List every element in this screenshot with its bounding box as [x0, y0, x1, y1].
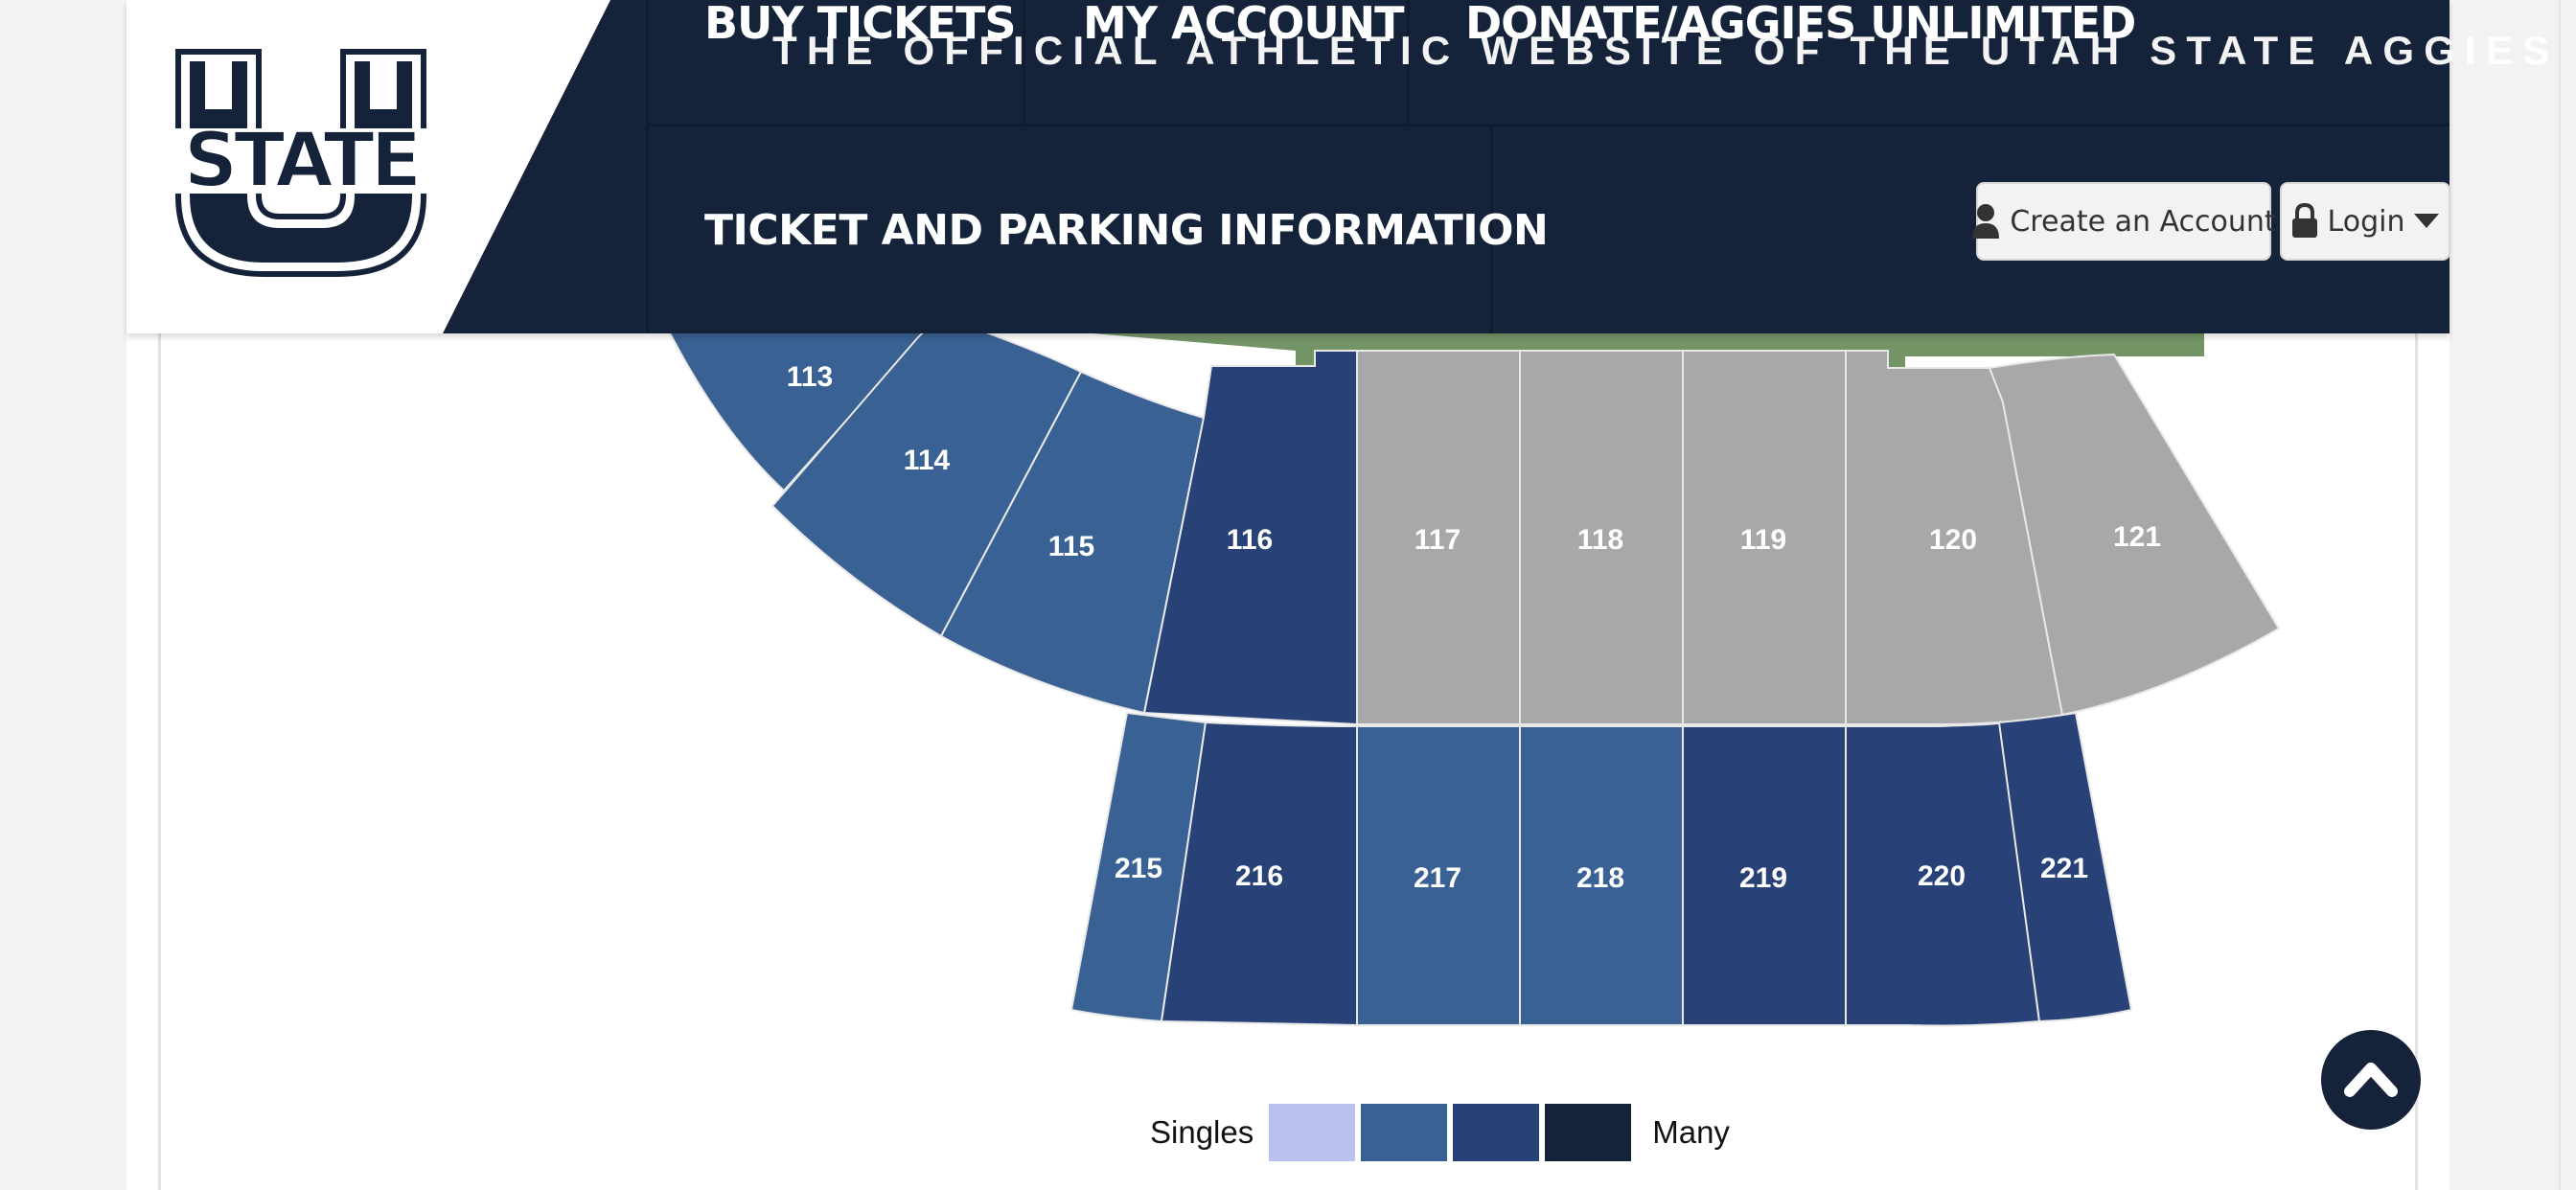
section-label: 219	[1739, 862, 1787, 894]
logo-text: STATE	[184, 118, 418, 204]
legend-swatch	[1361, 1104, 1448, 1161]
legend-swatch	[1269, 1104, 1356, 1161]
section-label: 115	[1048, 531, 1094, 562]
section-label: 118	[1577, 524, 1623, 556]
section-label: 220	[1918, 860, 1966, 892]
section-label: 121	[2113, 521, 2161, 553]
section-label: 217	[1414, 862, 1461, 894]
legend-low-label: Singles	[1150, 1114, 1254, 1150]
nav-ticket-parking-info[interactable]: TICKET AND PARKING INFORMATION	[704, 206, 1549, 255]
nav-buy-tickets[interactable]: BUY TICKETS	[704, 0, 1017, 49]
section-label: 113	[787, 361, 833, 393]
create-account-label: Create an Account	[2010, 204, 2276, 239]
site-header: STATE BUY TICKETS MY ACCOUNT DONATE/AGGI…	[126, 0, 2549, 333]
section-label: 221	[2040, 853, 2088, 884]
header-background: STATE	[126, 0, 2450, 333]
login-label: Login	[2327, 204, 2405, 239]
section-121[interactable]	[1988, 353, 2281, 717]
legend-swatch	[1453, 1104, 1540, 1161]
section-220[interactable]	[1845, 720, 2041, 1027]
lower-level-sections	[659, 314, 2281, 726]
section-label: 114	[904, 445, 951, 476]
chevron-up-icon	[2344, 1063, 2398, 1097]
caret-down-icon	[2414, 214, 2440, 228]
usu-logo[interactable]: STATE	[151, 49, 450, 277]
site-tagline: THE OFFICIAL ATHLETIC WEBSITE OF THE UTA…	[772, 28, 2560, 73]
section-label: 218	[1576, 862, 1624, 894]
section-labels: 113 114 115 116 117 118 119 120 121 215 …	[787, 361, 2161, 894]
header-nav: BUY TICKETS MY ACCOUNT DONATE/AGGIES UNL…	[126, 0, 2549, 333]
upper-level-sections	[1070, 711, 2133, 1027]
availability-legend: Singles Many	[1150, 1102, 1730, 1163]
section-label: 119	[1740, 524, 1786, 556]
section-221[interactable]	[1997, 711, 2133, 1023]
user-icon	[1972, 204, 2000, 239]
section-label: 216	[1235, 860, 1283, 892]
scroll-to-top-button[interactable]	[2321, 1030, 2421, 1130]
section-label: 116	[1227, 524, 1273, 556]
nav-my-account[interactable]: MY ACCOUNT	[1083, 0, 1405, 49]
section-115[interactable]	[939, 370, 1206, 715]
section-label: 120	[1929, 524, 1977, 556]
section-114[interactable]	[770, 314, 1083, 638]
section-label: 117	[1414, 524, 1460, 556]
section-113[interactable]	[659, 315, 942, 492]
legend-high-label: Many	[1652, 1114, 1730, 1150]
section-label: 215	[1115, 853, 1162, 884]
login-dropdown-button[interactable]: Login	[2280, 182, 2450, 261]
lock-icon	[2291, 203, 2317, 238]
page-edge	[2559, 0, 2561, 1190]
seat-map-frame	[158, 0, 2418, 1190]
nav-donate[interactable]: DONATE/AGGIES UNLIMITED	[1465, 0, 2136, 49]
create-account-button[interactable]: Create an Account	[1972, 182, 2276, 261]
legend-swatch	[1545, 1104, 1632, 1161]
